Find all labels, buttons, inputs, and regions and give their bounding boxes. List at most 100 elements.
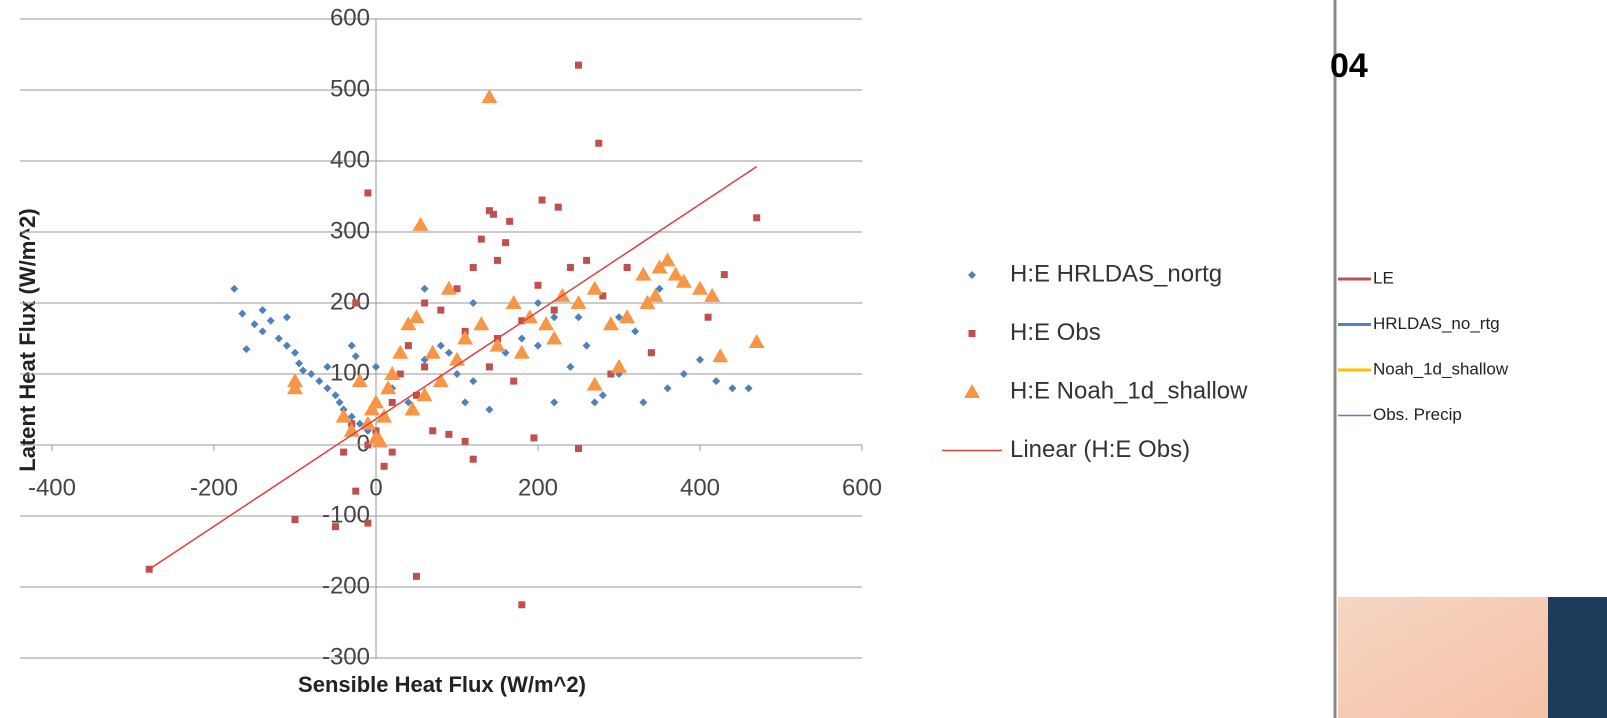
point: [582, 341, 591, 350]
point: [623, 264, 631, 271]
y-axis-title: Latent Heat Flux (W/m^2): [15, 208, 40, 471]
point: [575, 445, 582, 453]
point: [355, 419, 364, 428]
point: [335, 398, 344, 407]
point: [575, 61, 582, 69]
point: [595, 139, 603, 147]
side-legend-label: Obs. Precip: [1373, 405, 1462, 424]
point: [502, 239, 510, 247]
point: [404, 401, 421, 416]
point: [238, 309, 247, 318]
point: [485, 363, 493, 371]
y-tick-label: 0: [357, 430, 370, 457]
point: [546, 330, 563, 345]
x-tick-label: -200: [190, 474, 238, 501]
y-tick-label: 300: [330, 217, 370, 244]
point: [753, 214, 761, 222]
point: [655, 284, 664, 293]
point: [364, 519, 372, 527]
point: [538, 196, 546, 204]
point: [437, 306, 445, 314]
point: [473, 316, 490, 331]
point: [583, 256, 591, 264]
point: [635, 266, 652, 281]
point: [352, 487, 360, 495]
y-tick-label: 500: [330, 75, 370, 102]
point: [481, 89, 498, 104]
point: [376, 408, 393, 423]
point: [517, 334, 526, 343]
point: [453, 285, 461, 293]
point: [586, 280, 603, 295]
y-tick-label: 600: [330, 4, 370, 31]
point: [291, 516, 299, 524]
legend-swatch: [968, 271, 976, 279]
point: [485, 207, 493, 215]
point: [363, 401, 380, 416]
point: [518, 601, 526, 609]
point: [615, 313, 623, 322]
point: [420, 284, 429, 293]
point: [351, 352, 360, 361]
point: [323, 362, 332, 371]
y-tick-label: -200: [322, 572, 370, 599]
point: [554, 203, 562, 211]
point: [639, 295, 656, 309]
point: [250, 320, 259, 329]
point: [230, 284, 239, 293]
point: [242, 345, 251, 354]
point: [651, 259, 668, 274]
point: [258, 306, 267, 315]
point: [413, 391, 420, 399]
point: [720, 271, 728, 279]
point: [352, 299, 360, 307]
point: [659, 252, 676, 267]
point: [351, 373, 368, 388]
legend-label: Linear (H:E Obs): [1010, 436, 1190, 463]
slide-image: [1338, 597, 1548, 718]
point: [728, 384, 737, 393]
point: [566, 362, 575, 371]
x-tick-label: 400: [680, 474, 720, 501]
point: [469, 455, 477, 463]
point: [566, 264, 574, 271]
point: [505, 295, 522, 309]
x-axis-title: Sensible Heat Flux (W/m^2): [298, 672, 586, 697]
trend-line: [148, 166, 758, 570]
point: [388, 448, 396, 456]
point: [602, 316, 619, 331]
point: [364, 441, 372, 449]
point: [607, 370, 615, 378]
x-tick-label: 600: [842, 474, 882, 501]
point: [421, 299, 429, 307]
point: [647, 349, 655, 357]
point: [453, 370, 461, 378]
point: [461, 398, 470, 407]
point: [692, 280, 708, 295]
point: [299, 366, 308, 375]
point: [510, 377, 518, 385]
y-tick-label: -300: [322, 643, 370, 670]
point: [663, 384, 672, 393]
x-tick-label: 200: [518, 474, 558, 501]
point: [421, 363, 429, 371]
point: [323, 384, 332, 393]
point: [696, 355, 704, 364]
point: [380, 380, 397, 395]
point: [287, 373, 303, 388]
point: [404, 398, 413, 407]
y-tick-label: 400: [330, 146, 370, 173]
point: [444, 348, 453, 357]
point: [534, 281, 542, 289]
point: [667, 266, 684, 281]
point: [712, 377, 721, 386]
point: [258, 327, 267, 336]
point: [457, 330, 474, 345]
point: [639, 398, 648, 407]
point: [388, 398, 396, 406]
y-tick-label: 200: [330, 288, 370, 315]
point: [429, 427, 437, 435]
point: [513, 344, 530, 359]
point: [631, 327, 640, 336]
